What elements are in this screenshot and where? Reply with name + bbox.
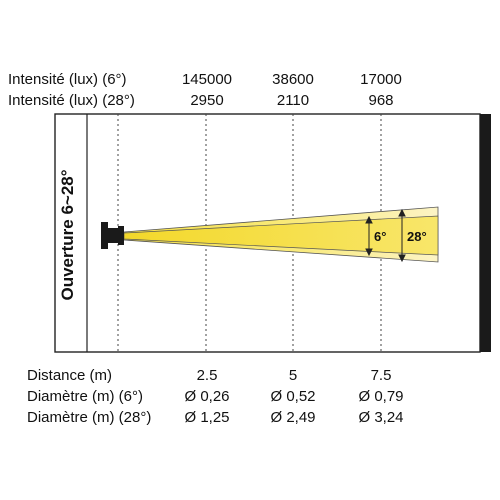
narrow-angle-label: 6°	[374, 229, 387, 244]
diameter-6-value-2-5m: Ø 0,26	[184, 388, 230, 405]
intensity-28-label: Intensité (lux) (28°)	[8, 92, 135, 109]
diameter-6-value-5m: Ø 0,52	[270, 388, 316, 405]
intensity-28-value-5m: 2110	[276, 92, 310, 109]
diameter-28-value-7-5m: Ø 3,24	[358, 409, 404, 426]
intensity-6-value-2-5m: 145000	[181, 71, 233, 88]
right-projection-bar	[480, 114, 491, 352]
distance-label: Distance (m)	[27, 367, 113, 384]
intensity-6-value-7-5m: 17000	[360, 71, 402, 88]
diameter-28-value-2-5m: Ø 1,25	[184, 409, 230, 426]
diameter-28-value-5m: Ø 2,49	[270, 409, 316, 426]
distance-value-3: 7.5	[370, 367, 392, 384]
diameter-6-value-7-5m: Ø 0,79	[358, 388, 404, 405]
intensity-6-value-5m: 38600	[272, 71, 314, 88]
diameter-28-label: Diamètre (m) (28°)	[27, 409, 152, 426]
intensity-28-value-7-5m: 968	[368, 92, 394, 109]
fixture-icon	[101, 222, 124, 249]
distance-value-2: 5	[288, 367, 298, 384]
vertical-aperture-label: Ouverture 6~28°	[58, 169, 77, 301]
intensity-6-label: Intensité (lux) (6°)	[8, 71, 127, 88]
diameter-6-label: Diamètre (m) (6°)	[27, 388, 144, 405]
angle-arrow-6	[365, 215, 373, 257]
distance-value-1: 2.5	[196, 367, 218, 384]
angle-arrow-28	[398, 208, 406, 263]
intensity-28-value-2-5m: 2950	[190, 92, 224, 109]
wide-angle-label: 28°	[407, 229, 427, 244]
